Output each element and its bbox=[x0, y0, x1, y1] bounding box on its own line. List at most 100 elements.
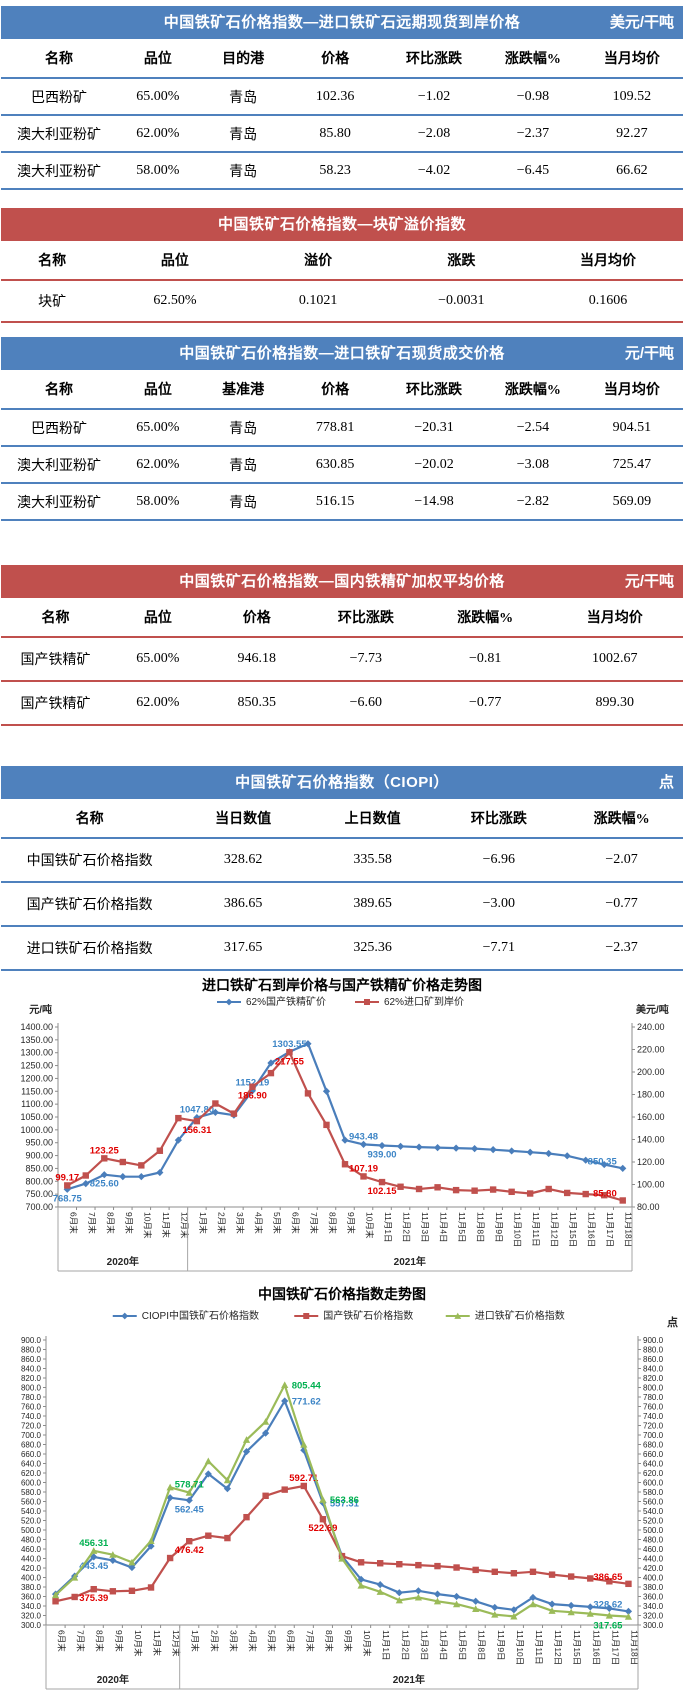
svg-text:100.00: 100.00 bbox=[637, 1180, 665, 1190]
svg-text:480.0: 480.0 bbox=[21, 1536, 42, 1545]
svg-text:480.0: 480.0 bbox=[643, 1536, 664, 1545]
svg-text:360.0: 360.0 bbox=[643, 1593, 664, 1602]
x-axis-label: 8月末 bbox=[324, 1630, 334, 1652]
svg-text:140.00: 140.00 bbox=[637, 1135, 665, 1145]
table-cell: −2.37 bbox=[516, 125, 550, 141]
table-title: 中国铁矿石价格指数—块矿溢价指数 bbox=[217, 216, 466, 233]
data-label: 102.15 bbox=[368, 1186, 398, 1197]
chart-title: 中国铁矿石价格指数走势图 bbox=[258, 1286, 426, 1302]
x-axis-label: 11月9日 bbox=[496, 1630, 506, 1661]
data-label: 1152.19 bbox=[236, 1078, 270, 1089]
svg-text:580.0: 580.0 bbox=[643, 1488, 664, 1497]
data-label: 592.71 bbox=[289, 1473, 319, 1484]
data-label: 1303.55 bbox=[272, 1039, 307, 1050]
table-cell: 569.09 bbox=[612, 493, 652, 509]
data-label: 578.71 bbox=[175, 1480, 205, 1491]
table-cell: −20.31 bbox=[414, 419, 454, 435]
header-row: 名称 品位 基准港 价格 环比涨跌 涨跌幅% 当月均价 bbox=[1, 370, 683, 410]
x-axis-label: 11月12日 bbox=[553, 1630, 563, 1665]
x-axis-label: 11月16日 bbox=[587, 1212, 597, 1247]
data-label: 186.90 bbox=[238, 1091, 267, 1102]
svg-text:900.0: 900.0 bbox=[21, 1336, 42, 1345]
table-cell: 1002.67 bbox=[592, 651, 638, 666]
price-tables-section: 中国铁矿石价格指数—进口铁矿石远期现货到岸价格 美元/干吨 名称 品位 目的港 价格 环比涨… bbox=[0, 6, 684, 971]
svg-text:420.0: 420.0 bbox=[643, 1564, 664, 1573]
table-cell: 850.35 bbox=[237, 695, 276, 710]
legend-item: 进口铁矿石价格指数 bbox=[445, 1309, 565, 1322]
year-group-label: 2020年 bbox=[97, 1673, 129, 1686]
data-label: 768.75 bbox=[53, 1193, 83, 1204]
table-row: 澳大利亚粉矿 62.00% 青岛 630.85 −20.02 −3.08 725.47 bbox=[1, 446, 683, 483]
table-cell: 62.50% bbox=[153, 293, 197, 308]
svg-text:620.0: 620.0 bbox=[643, 1469, 664, 1478]
table-cell: −3.00 bbox=[482, 896, 516, 911]
svg-text:1100.00: 1100.00 bbox=[21, 1099, 53, 1109]
svg-text:880.0: 880.0 bbox=[643, 1346, 664, 1355]
svg-text:1000.00: 1000.00 bbox=[20, 1125, 53, 1135]
svg-text:520.0: 520.0 bbox=[643, 1517, 664, 1526]
data-label: 522.69 bbox=[308, 1523, 337, 1534]
svg-text:1250.00: 1250.00 bbox=[20, 1061, 53, 1071]
table-title-bar: 中国铁矿石价格指数—进口铁矿石远期现货到岸价格 美元/干吨 bbox=[1, 6, 683, 39]
table-cell: −6.45 bbox=[516, 162, 550, 178]
table-title: 中国铁矿石价格指数—进口铁矿石远期现货到岸价格 bbox=[163, 14, 521, 31]
column-header: 当月均价 bbox=[546, 598, 683, 638]
data-label: 825.60 bbox=[90, 1179, 119, 1190]
column-header: 当月均价 bbox=[580, 370, 683, 410]
year-group-label: 2021年 bbox=[394, 1255, 426, 1268]
table-cell: −0.77 bbox=[468, 695, 502, 710]
column-header: 涨跌幅% bbox=[560, 799, 683, 839]
table-cell: 巴西粉矿 bbox=[30, 90, 87, 106]
x-axis-label: 11月17日 bbox=[605, 1212, 615, 1247]
table-unit-label: 元/干吨 bbox=[624, 573, 674, 590]
column-header: 名称 bbox=[1, 370, 117, 410]
svg-text:660.0: 660.0 bbox=[643, 1450, 664, 1459]
svg-text:700.0: 700.0 bbox=[643, 1431, 664, 1440]
column-header: 名称 bbox=[1, 799, 179, 839]
svg-text:820.0: 820.0 bbox=[21, 1374, 42, 1383]
table-cell: 澳大利亚粉矿 bbox=[16, 458, 101, 474]
table-cell: 109.52 bbox=[612, 88, 652, 104]
svg-text:720.0: 720.0 bbox=[643, 1422, 664, 1431]
svg-text:520.0: 520.0 bbox=[21, 1517, 42, 1526]
table-row: 澳大利亚粉矿 58.00% 青岛 58.23 −4.02 −6.45 66.62 bbox=[1, 152, 683, 189]
column-header: 涨跌 bbox=[389, 241, 533, 281]
table-cell: 317.65 bbox=[223, 940, 263, 955]
svg-text:880.0: 880.0 bbox=[21, 1346, 42, 1355]
price-table-t2: 中国铁矿石价格指数—块矿溢价指数名称 品位 溢价 涨跌 当月均价块矿 62.50% 0.10… bbox=[1, 208, 683, 323]
table-cell: 899.30 bbox=[595, 695, 635, 710]
data-table: 名称 品位 溢价 涨跌 当月均价 块矿 62.50% 0.1021 −0.0031 0.1606 bbox=[1, 241, 683, 323]
x-axis-label: 2月末 bbox=[216, 1212, 226, 1234]
table-cell: 904.51 bbox=[612, 419, 652, 435]
svg-text:760.0: 760.0 bbox=[643, 1403, 664, 1412]
svg-text:900.0: 900.0 bbox=[643, 1336, 664, 1345]
table-cell: 巴西粉矿 bbox=[30, 421, 87, 437]
x-axis-label: 11月11日 bbox=[534, 1630, 544, 1665]
x-axis-label: 10月末 bbox=[365, 1212, 375, 1239]
svg-text:400.0: 400.0 bbox=[643, 1574, 664, 1583]
svg-text:740.0: 740.0 bbox=[643, 1412, 664, 1421]
table-cell: 389.65 bbox=[353, 896, 392, 911]
x-axis-label: 11月12日 bbox=[550, 1212, 560, 1247]
column-header: 上日数值 bbox=[307, 799, 438, 839]
price-table-t5: 中国铁矿石价格指数（CIOPI）点名称 当日数值 上日数值 环比涨跌 涨跌幅% 中国铁矿石… bbox=[1, 766, 683, 971]
svg-text:220.00: 220.00 bbox=[637, 1045, 665, 1055]
table-row: 巴西粉矿 65.00% 青岛 778.81 −20.31 −2.54 904.51 bbox=[1, 409, 683, 446]
x-axis-label: 7月末 bbox=[305, 1630, 315, 1652]
column-header: 价格 bbox=[287, 370, 383, 410]
header-row: 名称 品位 溢价 涨跌 当月均价 bbox=[1, 241, 683, 281]
x-axis-label: 11月4日 bbox=[439, 1212, 449, 1243]
data-table: 名称 当日数值 上日数值 环比涨跌 涨跌幅% 中国铁矿石价格指数 328.62 335.58 −… bbox=[1, 799, 683, 971]
column-header: 环比涨跌 bbox=[382, 39, 486, 79]
table-cell: 65.00% bbox=[136, 651, 180, 666]
chart-title: 进口铁矿石到岸价格与国产铁精矿价格走势图 bbox=[202, 977, 482, 993]
x-axis-label: 11月11日 bbox=[531, 1212, 541, 1247]
x-axis-label: 9月末 bbox=[114, 1630, 124, 1652]
table-cell: 0.1021 bbox=[298, 293, 338, 308]
x-axis-label: 3月末 bbox=[235, 1212, 245, 1234]
table-cell: 块矿 bbox=[38, 295, 67, 310]
data-label: 805.44 bbox=[292, 1380, 322, 1391]
table-row: 国产铁精矿 62.00% 850.35 −6.60 −0.77 899.30 bbox=[1, 681, 683, 725]
table-cell: −2.82 bbox=[516, 493, 550, 509]
